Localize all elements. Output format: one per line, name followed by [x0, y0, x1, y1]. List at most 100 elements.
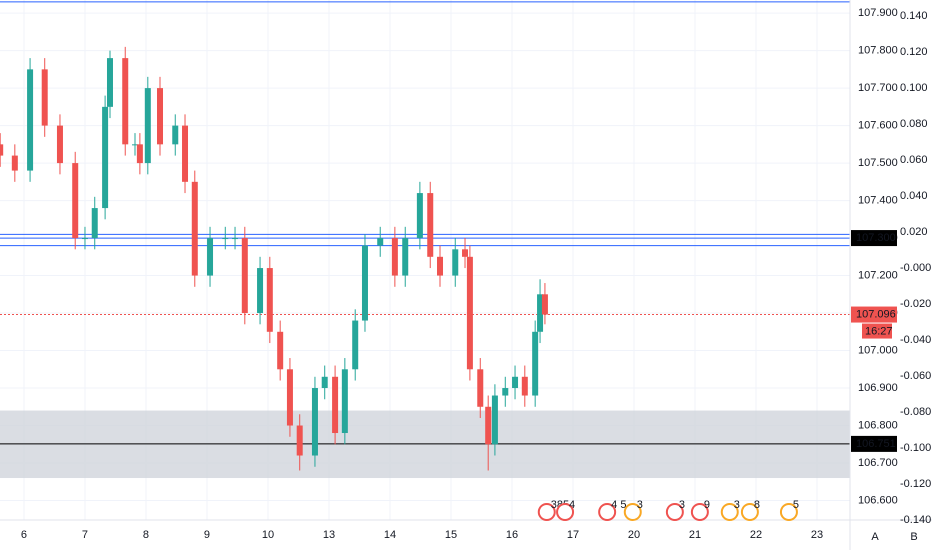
price-label: 107.096	[856, 308, 896, 320]
candle-body	[157, 88, 164, 145]
x-tick-label: 13	[323, 529, 335, 541]
event-icon	[537, 503, 556, 521]
event-count: 3	[679, 499, 685, 511]
y2-tick-label: -0.140	[900, 514, 931, 526]
candle-body	[136, 144, 143, 164]
y2-tick-label: 0.040	[900, 190, 928, 202]
countdown: 16:27	[865, 325, 893, 337]
y2-tick-label: 0.100	[900, 82, 928, 94]
candle-body	[27, 69, 34, 171]
price-label-box	[851, 435, 897, 452]
candle-body	[477, 369, 484, 407]
x-tick-label: 20	[628, 529, 640, 541]
x-tick-label: 16	[506, 529, 518, 541]
x-tick-label: 6	[21, 529, 27, 541]
y-tick-label: 107.600	[858, 120, 898, 132]
price-label-box	[851, 230, 897, 247]
candle-body	[182, 125, 189, 182]
x-tick-label: 10	[262, 529, 274, 541]
candle-body	[377, 238, 384, 246]
x-tick-label: 23	[811, 529, 823, 541]
scale-button[interactable]: A	[871, 531, 879, 543]
candle-body	[0, 144, 4, 156]
y-tick-label: 107.200	[858, 269, 898, 281]
candle-body	[144, 88, 151, 164]
event-icon	[623, 503, 642, 521]
event-count: 3	[637, 499, 643, 511]
y2-tick-label: 0.060	[900, 154, 928, 166]
candle-body	[131, 144, 138, 146]
y-tick-label: 107.000	[858, 344, 898, 356]
candle-body	[512, 376, 519, 389]
candle-body	[532, 331, 539, 396]
event-count: 9	[704, 499, 710, 511]
y-tick-label: 107.900	[858, 7, 898, 19]
candle-body	[391, 238, 398, 276]
event-icon	[690, 503, 709, 521]
x-tick-label: 15	[445, 529, 457, 541]
y2-tick-label: 0.080	[900, 118, 928, 130]
candle-body	[11, 155, 18, 171]
y-tick-label: 106.900	[858, 382, 898, 394]
event-icon	[665, 503, 684, 521]
candle-body	[427, 193, 434, 257]
candle-body	[321, 376, 328, 389]
event-icon	[556, 503, 575, 521]
y2-tick-label: -0.120	[900, 478, 931, 490]
y2-tick-label: 0.140	[900, 10, 928, 22]
candle-body	[207, 238, 214, 276]
event-count: 8	[754, 499, 760, 511]
candle-body	[466, 256, 473, 370]
x-tick-label: 21	[689, 529, 701, 541]
y2-tick-label: -0.060	[900, 370, 931, 382]
candle-body	[311, 388, 318, 456]
x-tick-label: 8	[143, 529, 149, 541]
x-tick-label: 7	[82, 529, 88, 541]
candle-body	[537, 294, 544, 332]
x-tick-label: 14	[384, 529, 396, 541]
candle-body	[541, 294, 548, 315]
candle-body	[416, 193, 423, 239]
x-tick-label: 22	[750, 529, 762, 541]
candle-body	[521, 376, 528, 396]
candle-body	[102, 106, 109, 209]
candle-body	[332, 376, 339, 434]
y2-tick-label: -0.000	[900, 262, 931, 274]
scale-button[interactable]: B	[910, 531, 917, 543]
event-icon	[779, 503, 798, 521]
candle-body	[491, 395, 498, 445]
candle-body	[452, 249, 459, 276]
candle-body	[191, 181, 198, 276]
y-tick-label: 106.700	[858, 457, 898, 469]
candle-body	[462, 249, 469, 257]
y-tick-label: 107.400	[858, 194, 898, 206]
y2-tick-label: -0.040	[900, 334, 931, 346]
candle-body	[352, 320, 359, 370]
candle-body	[41, 69, 48, 126]
candle-body	[232, 238, 239, 240]
candle-body	[106, 58, 113, 107]
y2-tick-label: 0.020	[900, 226, 928, 238]
event-count: 4 5	[611, 499, 626, 511]
candle-body	[502, 388, 509, 396]
candle-body	[286, 369, 293, 426]
candle-body	[437, 256, 444, 276]
candle-body	[91, 208, 98, 239]
candle-body	[257, 268, 264, 314]
y-tick-label: 107.500	[858, 157, 898, 169]
y2-tick-label: 0.120	[900, 46, 928, 58]
y-tick-label: 107.800	[858, 45, 898, 57]
event-count: 5	[793, 499, 799, 511]
candle-body	[72, 163, 79, 239]
candle-body	[277, 331, 284, 370]
event-icon	[740, 503, 759, 521]
price-label-box	[851, 306, 897, 323]
x-tick-label: 9	[204, 529, 210, 541]
event-icon	[598, 503, 617, 521]
y-tick-label: 106.800	[858, 419, 898, 431]
y-tick-label: 107.700	[858, 82, 898, 94]
candle-body	[81, 238, 88, 240]
y2-tick-label: -0.020	[900, 298, 931, 310]
candle-body	[172, 125, 179, 145]
